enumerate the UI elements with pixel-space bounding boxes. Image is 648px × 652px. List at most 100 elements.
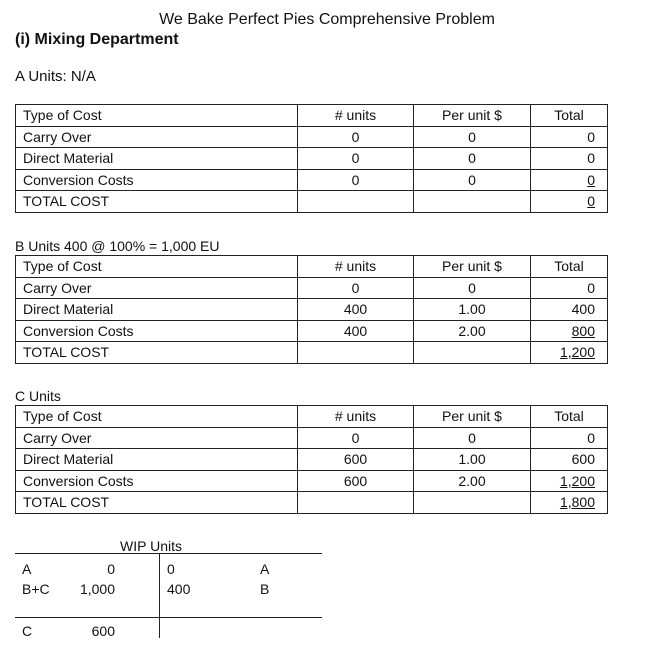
units-cell [297, 341, 414, 364]
table-header-row: Type of Cost # units Per unit $ Total [15, 104, 608, 127]
column-header: # units [297, 405, 414, 428]
total-cell: 0 [530, 276, 608, 299]
cost-table-c: Type of Cost # units Per unit $ Total Carry … [15, 405, 608, 514]
column-header-text: Type of Cost [23, 408, 102, 425]
units-cell-text: 0 [351, 279, 360, 296]
total-cell: 0 [530, 426, 608, 449]
credit-value-b: 400 [167, 581, 191, 597]
units-cell: 0 [297, 426, 414, 449]
cost-type-cell: Conversion Costs [15, 168, 298, 191]
total-cell-text: 0 [587, 128, 595, 145]
per-unit-cell: 0 [413, 147, 531, 170]
cost-type-cell: Direct Material [15, 298, 298, 321]
department-heading: (i) Mixing Department [15, 31, 179, 48]
total-cell-text: 0 [587, 171, 595, 188]
column-header-text: Type of Cost [23, 258, 102, 275]
units-cell-text: 600 [343, 451, 368, 468]
units-cell-text: 0 [351, 128, 360, 145]
units-cell-text: 0 [351, 429, 360, 446]
balance-value: 600 [91, 623, 115, 639]
column-header-text: # units [334, 107, 377, 124]
column-header: Total [530, 255, 608, 278]
per-unit-cell-text: 1.00 [458, 451, 486, 468]
cost-type-cell: TOTAL COST [15, 491, 298, 514]
section-b-label: B Units 400 @ 100% = 1,000 EU [15, 238, 220, 254]
cost-type-cell-text: Conversion Costs [23, 171, 134, 188]
cost-type-cell: Carry Over [15, 125, 298, 148]
total-cell-text: 0 [587, 279, 595, 296]
cost-table-a: Type of Cost # units Per unit $ Total Carry … [15, 104, 608, 213]
document-title: We Bake Perfect Pies Comprehensive Probl… [159, 11, 495, 28]
per-unit-cell: 0 [413, 125, 531, 148]
column-header-text: Total [554, 258, 584, 275]
total-cell: 0 [530, 190, 608, 213]
total-cell-text: 800 [571, 322, 595, 339]
column-header-text: Total [554, 107, 584, 124]
table-row: Conversion Costs 600 2.00 1,200 [15, 469, 608, 492]
cost-type-cell-text: Direct Material [23, 301, 114, 318]
column-header: # units [297, 255, 414, 278]
column-header-text: Type of Cost [23, 107, 102, 124]
per-unit-cell-text: 2.00 [458, 322, 486, 339]
units-cell-text: 0 [351, 171, 360, 188]
units-cell: 0 [297, 147, 414, 170]
cost-type-cell-text: Carry Over [23, 279, 92, 296]
cost-type-cell-text: Direct Material [23, 150, 114, 167]
cost-type-cell-text: Carry Over [23, 128, 92, 145]
table-row: Direct Material 600 1.00 600 [15, 448, 608, 471]
total-cell: 0 [530, 168, 608, 191]
units-cell: 600 [297, 448, 414, 471]
balance-label: C [22, 623, 33, 639]
column-header-text: # units [334, 258, 377, 275]
total-cell-text: 1,800 [559, 494, 595, 511]
per-unit-cell-text: 0 [468, 429, 476, 446]
total-cell: 0 [530, 125, 608, 148]
column-header: Per unit $ [413, 104, 531, 127]
cost-type-cell-text: Direct Material [23, 451, 114, 468]
column-header: # units [297, 104, 414, 127]
units-cell: 0 [297, 168, 414, 191]
table-header-row: Type of Cost # units Per unit $ Total [15, 255, 608, 278]
column-header-text: Total [554, 408, 584, 425]
table-row: TOTAL COST 0 [15, 190, 608, 213]
wip-title: WIP Units [120, 538, 182, 554]
units-cell: 0 [297, 276, 414, 299]
t-account-top-line [15, 553, 322, 554]
table-row: TOTAL COST 1,800 [15, 491, 608, 514]
units-cell-text: 600 [343, 472, 368, 489]
cost-type-cell: Carry Over [15, 426, 298, 449]
table-header-row: Type of Cost # units Per unit $ Total [15, 405, 608, 428]
column-header-text: Per unit $ [442, 408, 502, 425]
per-unit-cell-text: 1.00 [458, 301, 486, 318]
table-row: Conversion Costs 0 0 0 [15, 168, 608, 191]
cost-type-cell: Conversion Costs [15, 469, 298, 492]
total-cell: 1,800 [530, 491, 608, 514]
per-unit-cell: 1.00 [413, 448, 531, 471]
section-c-label: C Units [15, 388, 61, 404]
cost-type-cell-text: Conversion Costs [23, 472, 134, 489]
column-header: Type of Cost [15, 255, 298, 278]
table-row: Carry Over 0 0 0 [15, 426, 608, 449]
t-account-balance-line [15, 617, 322, 618]
total-cell: 800 [530, 319, 608, 342]
per-unit-cell: 1.00 [413, 298, 531, 321]
column-header: Per unit $ [413, 255, 531, 278]
per-unit-cell [413, 190, 531, 213]
t-account-vertical-line [159, 553, 160, 638]
cost-type-cell: Direct Material [15, 448, 298, 471]
cost-type-cell-text: Conversion Costs [23, 322, 134, 339]
per-unit-cell: 0 [413, 168, 531, 191]
per-unit-cell-text: 2.00 [458, 472, 486, 489]
table-row: Conversion Costs 400 2.00 800 [15, 319, 608, 342]
per-unit-cell: 2.00 [413, 469, 531, 492]
cost-type-cell: Direct Material [15, 147, 298, 170]
units-cell-text: 0 [351, 150, 360, 167]
total-cell: 600 [530, 448, 608, 471]
table-row: Direct Material 400 1.00 400 [15, 298, 608, 321]
column-header: Total [530, 104, 608, 127]
per-unit-cell: 0 [413, 426, 531, 449]
table-row: Carry Over 0 0 0 [15, 276, 608, 299]
table-row: TOTAL COST 1,200 [15, 341, 608, 364]
cost-type-cell-text: TOTAL COST [23, 193, 110, 210]
